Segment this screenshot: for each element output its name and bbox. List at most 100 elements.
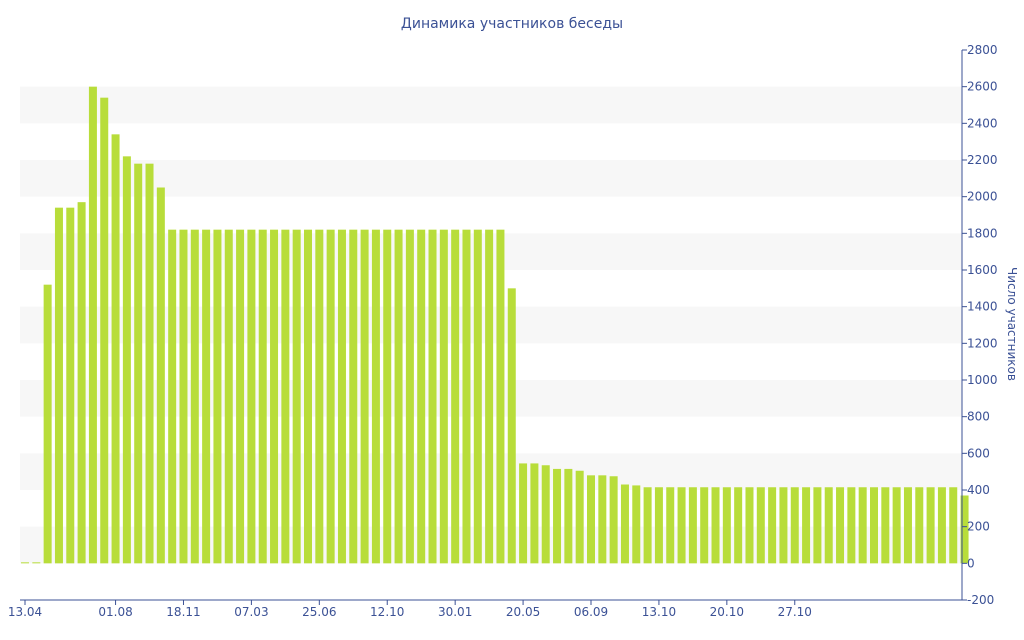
x-tick-label: 25.06 bbox=[302, 605, 336, 619]
bar bbox=[926, 487, 935, 564]
bar bbox=[270, 229, 279, 564]
bar bbox=[858, 487, 867, 564]
bar bbox=[496, 229, 505, 564]
bar bbox=[790, 487, 799, 564]
chart-title: Динамика участников беседы bbox=[401, 16, 623, 32]
bar bbox=[575, 470, 584, 564]
bar bbox=[892, 487, 901, 564]
bar bbox=[734, 487, 743, 564]
bar bbox=[666, 487, 675, 564]
bar bbox=[564, 468, 573, 564]
y-axis: -200 0 200 400 600 800 1000 1200 1400 1600 1800 200… bbox=[961, 43, 998, 607]
bar bbox=[903, 487, 912, 564]
bar bbox=[326, 229, 335, 564]
bar bbox=[21, 562, 29, 564]
bar bbox=[247, 229, 256, 564]
y-tick-label: 1600 bbox=[967, 263, 998, 277]
bar bbox=[213, 229, 222, 564]
grid-band bbox=[20, 160, 962, 197]
y-tick-label: 2000 bbox=[967, 190, 998, 204]
bar bbox=[258, 229, 267, 564]
bar bbox=[315, 229, 324, 564]
bar bbox=[881, 487, 890, 564]
y-tick-label: 400 bbox=[967, 483, 990, 497]
bar bbox=[88, 86, 97, 564]
bar bbox=[700, 487, 709, 564]
bar bbox=[722, 487, 731, 564]
bar bbox=[507, 288, 516, 564]
y-tick-label: 2600 bbox=[967, 80, 998, 94]
bar bbox=[609, 476, 618, 564]
bar bbox=[292, 229, 301, 564]
bar bbox=[202, 229, 211, 564]
bar bbox=[134, 163, 143, 564]
bar bbox=[360, 229, 369, 564]
bar bbox=[620, 484, 629, 564]
bar bbox=[473, 229, 482, 564]
x-tick-label: 13.10 bbox=[642, 605, 676, 619]
x-tick-label: 13.04 bbox=[8, 605, 42, 619]
bar bbox=[768, 487, 777, 564]
bar bbox=[451, 229, 460, 564]
y-axis-title: Число участников bbox=[1005, 267, 1019, 381]
x-tick-label: 07.03 bbox=[234, 605, 268, 619]
bar bbox=[745, 487, 754, 564]
bar bbox=[145, 163, 154, 564]
bar bbox=[32, 562, 41, 564]
y-tick-label: -200 bbox=[967, 593, 994, 607]
bar bbox=[439, 229, 448, 564]
bar bbox=[485, 229, 494, 564]
bar bbox=[100, 97, 109, 564]
y-tick-label: 0 bbox=[967, 556, 975, 570]
bar bbox=[813, 487, 822, 564]
bar bbox=[847, 487, 856, 564]
bar bbox=[711, 487, 720, 564]
bar bbox=[179, 229, 188, 564]
y-tick-label: 2200 bbox=[967, 153, 998, 167]
grid-band bbox=[20, 86, 962, 124]
bar bbox=[587, 475, 595, 564]
x-tick-label: 06.09 bbox=[574, 605, 608, 619]
bar bbox=[236, 229, 245, 564]
bar bbox=[428, 229, 437, 564]
bar bbox=[836, 487, 845, 564]
y-tick-label: 1000 bbox=[967, 373, 998, 387]
bar bbox=[417, 229, 426, 564]
bar bbox=[779, 487, 788, 564]
x-tick-label: 20.05 bbox=[506, 605, 540, 619]
bar bbox=[66, 207, 75, 564]
y-tick-label: 2400 bbox=[967, 116, 998, 130]
bar bbox=[598, 475, 607, 564]
bar bbox=[870, 487, 878, 564]
bar bbox=[677, 487, 686, 564]
y-tick-label: 2800 bbox=[967, 43, 998, 57]
bar bbox=[304, 229, 312, 564]
bar bbox=[281, 229, 290, 564]
bar bbox=[688, 487, 697, 564]
x-tick-label: 30.01 bbox=[438, 605, 472, 619]
y-tick-label: 1800 bbox=[967, 226, 998, 240]
x-tick-label: 01.08 bbox=[98, 605, 132, 619]
bar bbox=[371, 229, 380, 564]
bar bbox=[960, 495, 969, 564]
bar bbox=[77, 202, 86, 564]
bar bbox=[111, 134, 120, 564]
bar bbox=[43, 284, 52, 564]
bar-series bbox=[21, 86, 969, 564]
y-tick-label: 200 bbox=[967, 520, 990, 534]
bar bbox=[349, 229, 358, 564]
bar bbox=[915, 487, 924, 564]
bar bbox=[541, 465, 550, 564]
x-tick-label: 18.11 bbox=[166, 605, 200, 619]
bar bbox=[156, 187, 165, 564]
bar bbox=[553, 468, 562, 564]
y-tick-label: 600 bbox=[967, 446, 990, 460]
x-tick-label: 12.10 bbox=[370, 605, 404, 619]
bar bbox=[394, 229, 403, 564]
bar bbox=[802, 487, 811, 564]
x-axis: 13.04 01.08 18.11 07.03 25.06 12.10 30.01 20.05… bbox=[8, 599, 962, 619]
bar bbox=[949, 487, 958, 564]
bar bbox=[643, 487, 652, 564]
bar bbox=[122, 156, 131, 564]
